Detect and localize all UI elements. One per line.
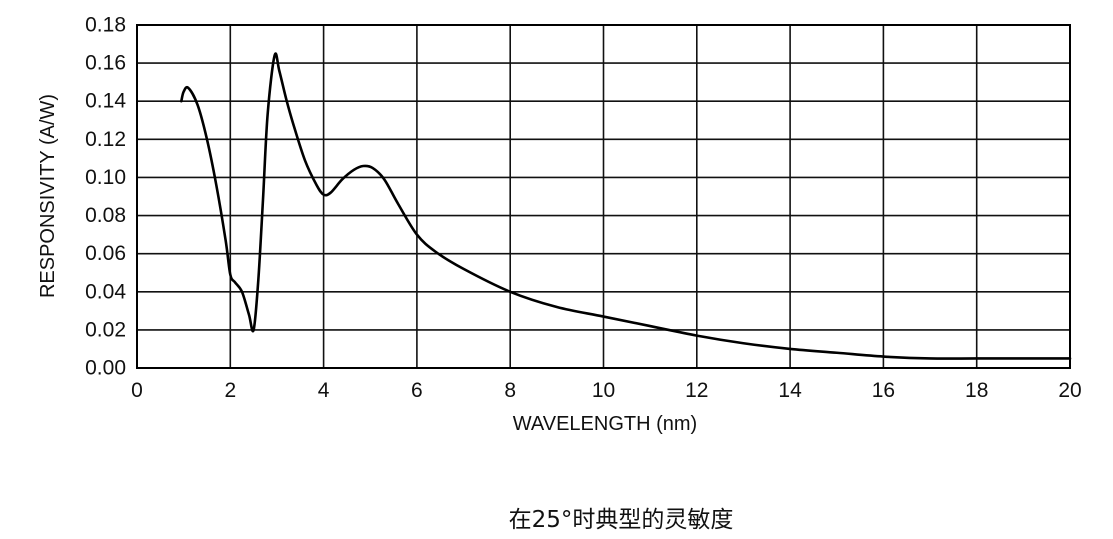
- tick-labels: 0 2 4 6 8 10 12 14 16 18 20 0.00 0.02 0.04 0.06 0.08 0.1…: [85, 14, 1082, 403]
- x-tick-label: 4: [318, 379, 330, 402]
- y-tick-label: 0.14: [85, 90, 126, 113]
- responsivity-curve: [180, 52, 1072, 360]
- x-tick-label: 20: [1058, 379, 1081, 402]
- x-tick-label: 0: [131, 379, 143, 402]
- y-tick-label: 0.16: [85, 52, 126, 75]
- y-tick-label: 0.02: [85, 318, 126, 341]
- y-tick-label: 0.00: [85, 357, 126, 380]
- plot-frame: [136, 24, 1071, 369]
- chart-caption: 在25°时典型的灵敏度: [508, 507, 734, 533]
- y-axis-label: RESPONSIVITY (A/W): [37, 94, 59, 298]
- x-tick-label: 6: [411, 379, 423, 402]
- x-tick-label: 18: [965, 379, 988, 402]
- x-tick-label: 14: [778, 379, 802, 402]
- x-tick-label: 12: [685, 379, 708, 402]
- y-tick-label: 0.10: [85, 166, 126, 189]
- x-tick-label: 2: [224, 379, 236, 402]
- y-tick-label: 0.18: [85, 14, 126, 37]
- y-tick-label: 0.04: [85, 280, 126, 303]
- x-tick-label: 16: [872, 379, 895, 402]
- x-tick-label: 10: [592, 379, 615, 402]
- y-tick-label: 0.08: [85, 204, 126, 227]
- x-axis-label: WAVELENGTH (nm): [513, 413, 697, 435]
- y-tick-label: 0.06: [85, 242, 126, 265]
- y-tick-label: 0.12: [85, 128, 126, 151]
- x-tick-label: 8: [504, 379, 516, 402]
